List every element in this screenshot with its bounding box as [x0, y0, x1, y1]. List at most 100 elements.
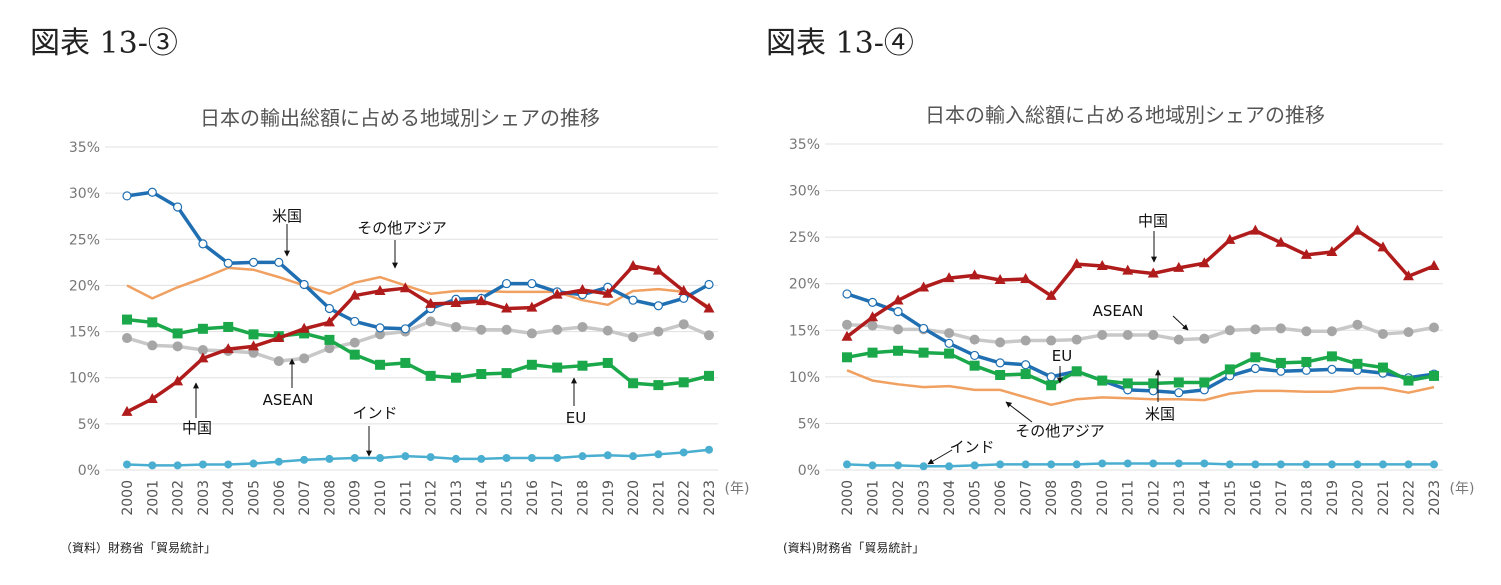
data-point [602, 357, 613, 368]
x-tick-label: 2008 [322, 480, 338, 516]
data-point [401, 452, 410, 461]
x-tick-label: 2004 [942, 480, 958, 516]
x-tick-label: 2017 [1274, 480, 1290, 516]
data-point [1352, 319, 1363, 330]
data-point [1147, 267, 1159, 278]
data-point [1148, 378, 1159, 389]
data-point [223, 321, 234, 332]
data-point [577, 321, 588, 332]
data-point [1250, 324, 1261, 335]
x-tick-label: 2009 [348, 480, 364, 516]
data-point [552, 362, 563, 373]
data-point [1301, 356, 1312, 367]
data-point [198, 239, 208, 249]
y-tick-label: 15% [789, 323, 820, 339]
x-tick-label: 2012 [1146, 480, 1162, 516]
x-tick-label: 2009 [1070, 480, 1086, 516]
data-point [1071, 334, 1082, 345]
data-point [1402, 270, 1414, 281]
annotation-label: EU [566, 409, 586, 427]
x-tick-label: 2011 [398, 480, 414, 516]
data-point [197, 323, 208, 334]
series-EU [122, 314, 714, 391]
data-point [1327, 460, 1336, 469]
data-point [892, 294, 904, 305]
data-point [919, 462, 928, 471]
data-point [1326, 351, 1337, 362]
data-point [501, 278, 512, 289]
data-point [1276, 460, 1285, 469]
x-tick-label: 2010 [1095, 480, 1111, 516]
annotation-label: ASEAN [263, 391, 314, 409]
data-point [578, 452, 587, 461]
annotation-arrow [1172, 315, 1189, 331]
data-point [1352, 358, 1363, 369]
data-point [400, 324, 410, 334]
series-インド [123, 445, 713, 470]
y-tick-label: 20% [69, 278, 100, 294]
data-point [842, 319, 852, 330]
series-インド [843, 459, 1438, 471]
data-point [477, 454, 486, 463]
data-point [475, 295, 487, 306]
y-tick-label: 25% [789, 230, 820, 246]
x-tick-label: 2019 [1325, 480, 1341, 516]
annotation-label: 中国 [1138, 212, 1168, 230]
y-tick-label: 35% [789, 137, 820, 153]
data-point [450, 372, 461, 383]
data-point [867, 347, 878, 358]
series-line [846, 369, 1435, 407]
left-chart: 日本の輸出総額に占める地域別シェアの推移 0% 5% 10% 15% 20% 25% 30% 3… [69, 106, 750, 516]
data-point [602, 287, 614, 298]
x-tick-label: 2020 [626, 480, 642, 516]
data-point [147, 317, 158, 328]
data-point [425, 316, 436, 327]
series-line [126, 448, 710, 467]
left-source-note: （資料）財務省「貿易統計」 [60, 541, 217, 555]
series-その他アジア [846, 369, 1435, 407]
x-tick-label: 2020 [1350, 480, 1366, 516]
y-tick-label: 15% [69, 325, 100, 341]
data-point [526, 328, 537, 339]
data-point [994, 273, 1006, 284]
y-tick-label: 30% [789, 184, 820, 200]
series-line [845, 228, 1435, 339]
x-tick-label: 2001 [145, 480, 161, 516]
data-point [1301, 326, 1312, 337]
data-point [705, 445, 713, 454]
data-point [298, 322, 310, 333]
annotation-label: インド [352, 404, 397, 422]
x-tick-label: 2013 [449, 480, 465, 516]
x-tick-label: 2004 [221, 480, 237, 516]
x-tick-label: 2010 [373, 480, 389, 516]
data-point [602, 325, 613, 336]
y-tick-label: 35% [69, 140, 100, 156]
data-point [1123, 459, 1132, 468]
data-point [349, 289, 361, 300]
annotation-label: EU [1052, 347, 1072, 365]
data-point [1122, 378, 1133, 389]
data-point [1301, 365, 1311, 375]
data-point [1403, 327, 1414, 338]
data-point [172, 341, 183, 352]
data-point [995, 369, 1006, 380]
y-tick-label: 0% [78, 463, 100, 479]
x-tick-label: 2012 [424, 480, 440, 516]
data-point [704, 279, 714, 290]
data-point [1046, 335, 1057, 346]
y-tick-label: 25% [69, 232, 100, 248]
data-point [526, 301, 538, 312]
x-tick-label: 2000 [120, 480, 136, 516]
x-tick-label: 2011 [1121, 480, 1137, 516]
data-point [703, 302, 715, 313]
series-米国 [122, 187, 714, 334]
data-point [679, 448, 688, 457]
data-point [122, 314, 132, 325]
data-point [918, 281, 930, 292]
series-その他アジア [126, 266, 710, 308]
data-point [652, 264, 664, 275]
data-point [1173, 377, 1184, 388]
data-point [842, 352, 852, 363]
data-point [1275, 357, 1286, 368]
data-point [1353, 460, 1362, 469]
